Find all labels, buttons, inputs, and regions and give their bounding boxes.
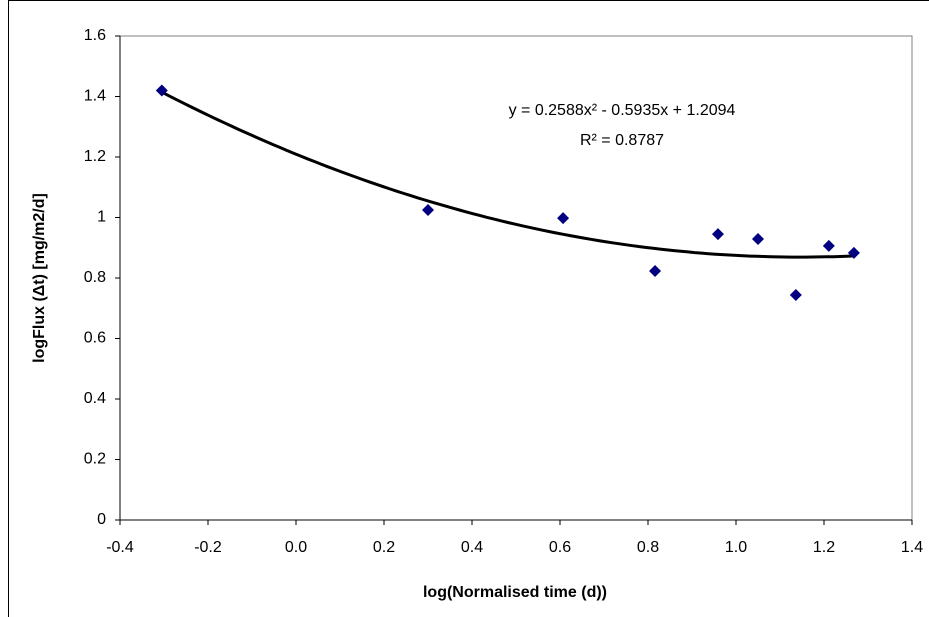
data-point [649,265,662,278]
x-tick-label: -0.4 [106,539,134,556]
data-point [155,84,168,97]
x-axis-label: log(Normalised time (d)) [423,584,607,601]
x-tick-label: -0.2 [194,539,222,556]
data-point [847,246,860,259]
data-point [557,212,570,225]
y-tick-label: 1.6 [84,27,106,44]
y-tick-label: 1.2 [84,148,106,165]
y-tick-label: 1 [97,209,106,226]
data-point [752,232,764,245]
data-point [711,228,724,241]
data-point [422,203,434,216]
y-tick-label: 0 [97,511,106,528]
trendline-equation: y = 0.2588x² - 0.5935x + 1.2094 [509,102,736,119]
data-point [789,288,802,301]
y-tick-label: 1.4 [84,88,106,105]
x-tick-label: 1.0 [725,539,747,556]
trendline [161,90,854,259]
x-tick-label: 0.4 [461,539,483,556]
y-axis-label: logFlux (Δt) [mg/m2/d] [31,193,48,363]
x-tick-label: 0.8 [637,539,659,556]
x-tick-label: 0.0 [285,539,307,556]
y-tick-label: 0.8 [84,269,106,286]
x-tick-label: 0.2 [373,539,395,556]
data-point [822,239,835,252]
x-tick-label: 1.4 [901,539,923,556]
x-tick-label: 1.2 [813,539,835,556]
r-squared: R² = 0.8787 [580,132,664,149]
y-tick-label: 0.4 [84,390,106,407]
y-tick-label: 0.6 [84,330,106,347]
x-tick-label: 0.6 [549,539,571,556]
y-tick-label: 0.2 [84,451,106,468]
